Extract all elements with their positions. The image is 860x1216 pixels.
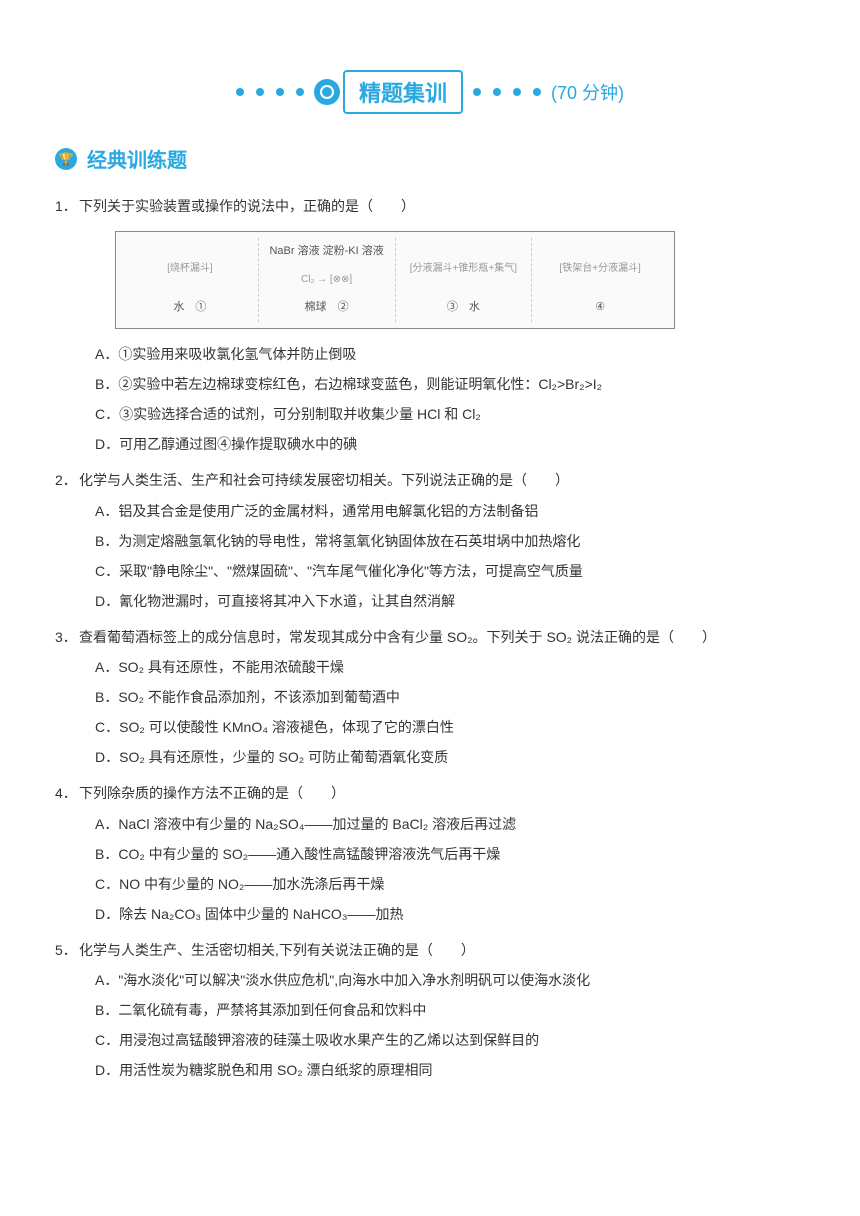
dot (276, 88, 284, 96)
dot (236, 88, 244, 96)
section-title: 经典训练题 (87, 144, 187, 173)
dot (256, 88, 264, 96)
option: B．CO₂ 中有少量的 SO₂——通入酸性高锰酸钾溶液洗气后再干燥 (95, 839, 805, 869)
header-dots-right (473, 88, 541, 96)
header-dots-left (236, 88, 304, 96)
options-list: A．铝及其合金是使用广泛的金属材料，通常用电解氯化铝的方法制备铝B．为测定熔融氢… (55, 496, 805, 616)
question-text: 下列关于实验装置或操作的说法中，正确的是（ ） (79, 191, 415, 221)
question-number: 3． (55, 622, 79, 652)
section-header: 🏆 经典训练题 (55, 144, 805, 173)
option: B．SO₂ 不能作食品添加剂，不该添加到葡萄酒中 (95, 682, 805, 712)
trophy-icon: 🏆 (55, 148, 77, 170)
question-stem: 1．下列关于实验装置或操作的说法中，正确的是（ ） (55, 191, 805, 221)
question: 4．下列除杂质的操作方法不正确的是（ ）A．NaCl 溶液中有少量的 Na₂SO… (55, 778, 805, 928)
options-list: A．NaCl 溶液中有少量的 Na₂SO₄——加过量的 BaCl₂ 溶液后再过滤… (55, 809, 805, 929)
option: C．NO 中有少量的 NO₂——加水洗涤后再干燥 (95, 869, 805, 899)
question: 3．查看葡萄酒标签上的成分信息时，常发现其成分中含有少量 SO₂。下列关于 SO… (55, 622, 805, 772)
question-number: 1． (55, 191, 79, 221)
option: A．铝及其合金是使用广泛的金属材料，通常用电解氯化铝的方法制备铝 (95, 496, 805, 526)
options-list: A．"海水淡化"可以解决"淡水供应危机",向海水中加入净水剂明矾可以使海水淡化B… (55, 965, 805, 1085)
question-stem: 5．化学与人类生产、生活密切相关,下列有关说法正确的是（ ） (55, 935, 805, 965)
dot (296, 88, 304, 96)
question-number: 2． (55, 465, 79, 495)
option: B．二氧化硫有毒，严禁将其添加到任何食品和饮料中 (95, 995, 805, 1025)
question-text: 化学与人类生活、生产和社会可持续发展密切相关。下列说法正确的是（ ） (79, 465, 569, 495)
diagram-cell-4: [铁架台+分液漏斗]④ (532, 238, 668, 322)
question-text: 下列除杂质的操作方法不正确的是（ ） (79, 778, 345, 808)
dot (513, 88, 521, 96)
question-stem: 3．查看葡萄酒标签上的成分信息时，常发现其成分中含有少量 SO₂。下列关于 SO… (55, 622, 805, 652)
header-title: 精题集训 (343, 70, 463, 114)
question: 2．化学与人类生活、生产和社会可持续发展密切相关。下列说法正确的是（ ）A．铝及… (55, 465, 805, 615)
question: 1．下列关于实验装置或操作的说法中，正确的是（ ） [烧杯漏斗]水 ①NaBr 溶… (55, 191, 805, 459)
question-stem: 2．化学与人类生活、生产和社会可持续发展密切相关。下列说法正确的是（ ） (55, 465, 805, 495)
option: D．用活性炭为糖浆脱色和用 SO₂ 漂白纸浆的原理相同 (95, 1055, 805, 1085)
question-text: 查看葡萄酒标签上的成分信息时，常发现其成分中含有少量 SO₂。下列关于 SO₂ … (79, 622, 716, 652)
option: D．SO₂ 具有还原性，少量的 SO₂ 可防止葡萄酒氧化变质 (95, 742, 805, 772)
option: D．氰化物泄漏时，可直接将其冲入下水道，让其自然消解 (95, 586, 805, 616)
option: A．SO₂ 具有还原性，不能用浓硫酸干燥 (95, 652, 805, 682)
diagram-cell-2: NaBr 溶液 淀粉-KI 溶液Cl₂ → [⊗⊗]棉球 ② (259, 238, 396, 322)
option: D．可用乙醇通过图④操作提取碘水中的碘 (95, 429, 805, 459)
experiment-diagram: [烧杯漏斗]水 ①NaBr 溶液 淀粉-KI 溶液Cl₂ → [⊗⊗]棉球 ②[… (115, 231, 675, 329)
option: C．③实验选择合适的试剂，可分别制取并收集少量 HCl 和 Cl₂ (95, 399, 805, 429)
dot (473, 88, 481, 96)
clock-icon (314, 79, 340, 105)
diagram-cell-3: [分液漏斗+锥形瓶+集气]③ 水 (396, 238, 533, 322)
dot (493, 88, 501, 96)
questions-list: 1．下列关于实验装置或操作的说法中，正确的是（ ） [烧杯漏斗]水 ①NaBr 溶… (55, 191, 805, 1085)
diagram-cell-1: [烧杯漏斗]水 ① (122, 238, 259, 322)
question-text: 化学与人类生产、生活密切相关,下列有关说法正确的是（ ） (79, 935, 475, 965)
page-header: 精题集训 (70 分钟) (55, 70, 805, 114)
option: A．①实验用来吸收氯化氢气体并防止倒吸 (95, 339, 805, 369)
question-number: 4． (55, 778, 79, 808)
question-number: 5． (55, 935, 79, 965)
question: 5．化学与人类生产、生活密切相关,下列有关说法正确的是（ ）A．"海水淡化"可以… (55, 935, 805, 1085)
header-time: (70 分钟) (551, 79, 624, 105)
options-list: A．SO₂ 具有还原性，不能用浓硫酸干燥B．SO₂ 不能作食品添加剂，不该添加到… (55, 652, 805, 772)
option: A．NaCl 溶液中有少量的 Na₂SO₄——加过量的 BaCl₂ 溶液后再过滤 (95, 809, 805, 839)
question-stem: 4．下列除杂质的操作方法不正确的是（ ） (55, 778, 805, 808)
option: A．"海水淡化"可以解决"淡水供应危机",向海水中加入净水剂明矾可以使海水淡化 (95, 965, 805, 995)
option: C．用浸泡过高锰酸钾溶液的硅藻土吸收水果产生的乙烯以达到保鲜目的 (95, 1025, 805, 1055)
option: B．②实验中若左边棉球变棕红色，右边棉球变蓝色，则能证明氧化性：Cl₂>Br₂>… (95, 369, 805, 399)
option: C．SO₂ 可以使酸性 KMnO₄ 溶液褪色，体现了它的漂白性 (95, 712, 805, 742)
option: D．除去 Na₂CO₃ 固体中少量的 NaHCO₃——加热 (95, 899, 805, 929)
dot (533, 88, 541, 96)
option: B．为测定熔融氢氧化钠的导电性，常将氢氧化钠固体放在石英坩埚中加热熔化 (95, 526, 805, 556)
option: C．采取"静电除尘"、"燃煤固硫"、"汽车尾气催化净化"等方法，可提高空气质量 (95, 556, 805, 586)
options-list: A．①实验用来吸收氯化氢气体并防止倒吸B．②实验中若左边棉球变棕红色，右边棉球变… (55, 339, 805, 459)
